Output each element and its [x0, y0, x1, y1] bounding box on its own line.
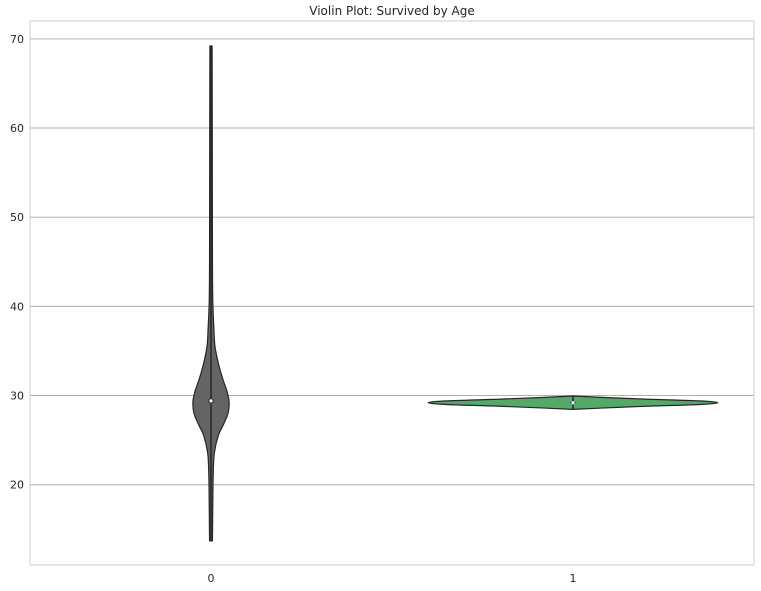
y-tick-label-60: 60	[10, 122, 24, 135]
violin-1	[427, 395, 719, 410]
violin-0	[192, 45, 230, 542]
violin-median-1	[571, 401, 575, 405]
y-tick-label-20: 20	[10, 479, 24, 492]
y-axis: 20 30 40 50 60 70	[10, 33, 24, 492]
chart-title: Violin Plot: Survived by Age	[309, 4, 474, 18]
violins	[192, 45, 719, 542]
x-tick-label-1: 1	[570, 572, 577, 585]
x-tick-label-0: 0	[208, 572, 215, 585]
y-tick-label-40: 40	[10, 300, 24, 313]
violin-median-0	[209, 399, 213, 403]
plot-area	[30, 21, 754, 565]
y-tick-label-30: 30	[10, 390, 24, 403]
grid-lines	[30, 38, 754, 486]
plot-frame	[29, 20, 755, 566]
y-tick-label-70: 70	[10, 33, 24, 46]
y-tick-label-50: 50	[10, 211, 24, 224]
